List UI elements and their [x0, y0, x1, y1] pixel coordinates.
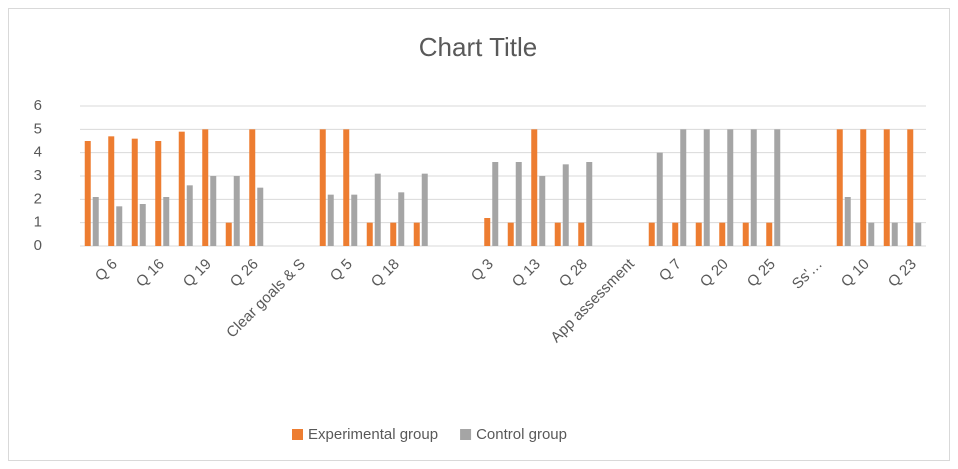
bar: [84, 141, 91, 246]
legend-label: Control group: [476, 426, 567, 443]
chart-border: [8, 8, 950, 461]
bar: [343, 129, 350, 246]
bar: [225, 222, 232, 246]
bar: [515, 162, 522, 246]
y-tick-label: 0: [34, 237, 42, 254]
bar: [155, 141, 162, 246]
bar: [484, 218, 491, 246]
y-tick-label: 4: [34, 144, 42, 161]
bar: [742, 222, 749, 246]
y-tick-label: 3: [34, 167, 42, 184]
bar: [539, 176, 546, 246]
bar: [327, 194, 334, 246]
bar: [719, 222, 726, 246]
bar: [531, 129, 538, 246]
bar: [366, 222, 373, 246]
bar: [727, 129, 734, 246]
y-tick-label: 5: [34, 120, 42, 137]
bar: [507, 222, 514, 246]
bar: [374, 173, 381, 246]
bar: [703, 129, 710, 246]
y-tick-label: 6: [34, 97, 42, 114]
legend-label: Experimental group: [308, 426, 438, 443]
bar: [413, 222, 420, 246]
bar: [210, 176, 217, 246]
bar: [891, 222, 898, 246]
bar: [774, 129, 781, 246]
chart-title: Chart Title: [419, 32, 538, 62]
bar: [108, 136, 115, 246]
bar: [836, 129, 843, 246]
bar: [883, 129, 890, 246]
bar: [116, 206, 123, 246]
bar: [915, 222, 922, 246]
bar: [421, 173, 428, 246]
bar: [586, 162, 593, 246]
y-tick-label: 1: [34, 214, 42, 231]
bar: [672, 222, 679, 246]
bar: [868, 222, 875, 246]
bar: [554, 222, 561, 246]
bar: [257, 187, 264, 246]
bar: [492, 162, 499, 246]
bar: [249, 129, 256, 246]
bar: [860, 129, 867, 246]
bar: [178, 131, 185, 246]
legend-swatch: [292, 429, 303, 440]
bar: [319, 129, 326, 246]
bar: [656, 152, 663, 246]
bar: [163, 197, 170, 246]
bar: [202, 129, 209, 246]
bar: [92, 197, 99, 246]
bar: [186, 185, 193, 246]
bar: [233, 176, 240, 246]
bar: [766, 222, 773, 246]
bar: [398, 192, 405, 246]
bar: [750, 129, 757, 246]
bar: [578, 222, 585, 246]
legend-swatch: [460, 429, 472, 440]
bar: [695, 222, 702, 246]
bar: [131, 138, 138, 246]
bar: [648, 222, 655, 246]
bar: [844, 197, 851, 246]
bar: [351, 194, 358, 246]
bar: [562, 164, 569, 246]
bar: [390, 222, 397, 246]
y-tick-label: 2: [34, 190, 42, 207]
bar: [139, 204, 146, 246]
bar: [907, 129, 914, 246]
bar: [680, 129, 687, 246]
